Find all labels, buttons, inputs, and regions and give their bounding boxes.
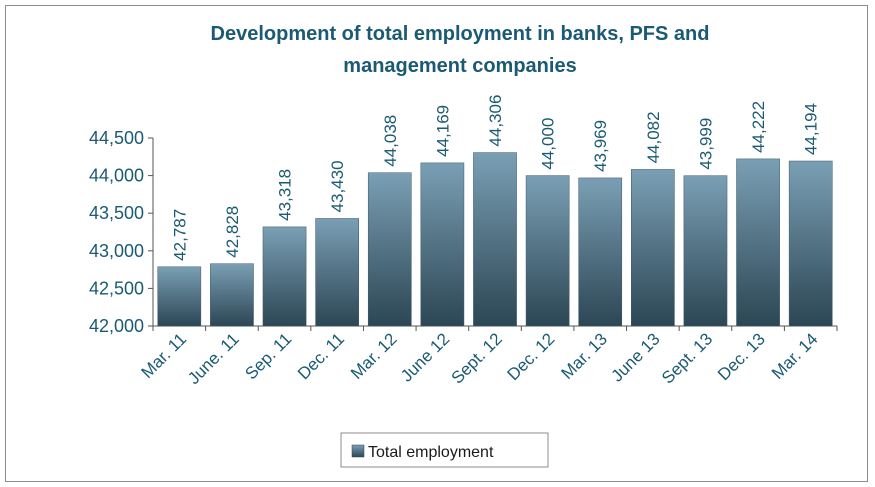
y-tick-label: 42,000	[89, 316, 144, 336]
data-label: 43,999	[696, 118, 715, 170]
data-label: 44,038	[381, 115, 400, 167]
x-tick-label: Dec. 13	[714, 329, 769, 384]
data-label: 44,222	[749, 101, 768, 153]
data-label: 42,828	[223, 206, 242, 258]
bar	[420, 162, 465, 327]
chart-title-line-1: Development of total employment in banks…	[211, 23, 710, 45]
x-tick-label: Sep. 11	[241, 329, 295, 383]
plot-area: 42,000 42,500 43,000 43,500 44,000 44,500 42,7…	[89, 95, 838, 388]
bar	[631, 169, 675, 327]
x-tick-label: Sept. 12	[448, 329, 506, 387]
data-label: 44,306	[486, 95, 505, 147]
x-tick-label: Dec. 12	[504, 329, 559, 384]
bar	[683, 175, 728, 327]
x-tick-label: Mar. 12	[347, 329, 401, 383]
data-label: 43,430	[328, 160, 347, 212]
x-tick-label: June 12	[397, 329, 453, 385]
x-tick-label: June 13	[607, 329, 663, 385]
legend-label: Total employment	[368, 444, 494, 461]
x-tick-label: Dec. 11	[294, 329, 348, 383]
bar	[210, 263, 254, 327]
legend-box	[340, 432, 549, 468]
x-tick-label: Mar. 13	[558, 329, 612, 383]
chart-title-line-2: management companies	[343, 55, 576, 77]
bar	[473, 152, 517, 327]
bar	[788, 160, 833, 327]
y-tick-label: 44,500	[89, 128, 144, 148]
data-label: 44,000	[539, 118, 558, 170]
bar	[315, 218, 359, 327]
x-tick-label: Mar. 11	[138, 329, 191, 382]
bar	[736, 158, 780, 327]
x-tick-label: Sept. 13	[658, 329, 716, 387]
bar	[262, 226, 307, 327]
y-tick-label: 43,000	[89, 241, 144, 261]
data-label: 44,194	[802, 103, 821, 155]
y-tick-label: 42,500	[89, 278, 144, 298]
legend-swatch	[351, 444, 365, 458]
data-label: 43,318	[276, 169, 295, 221]
y-tick-label: 44,000	[89, 166, 144, 186]
data-label: 44,169	[433, 105, 452, 157]
legend: Total employment	[340, 432, 549, 468]
data-label: 42,787	[170, 209, 189, 261]
bar	[367, 172, 412, 327]
data-label: 43,969	[591, 120, 610, 172]
x-tick-label: Mar. 14	[768, 329, 822, 383]
y-tick-label: 43,500	[89, 203, 144, 223]
data-label: 44,082	[644, 111, 663, 163]
bar	[525, 175, 570, 327]
x-tick-label: June. 11	[184, 329, 243, 388]
bar	[578, 177, 623, 327]
bar	[157, 266, 202, 327]
